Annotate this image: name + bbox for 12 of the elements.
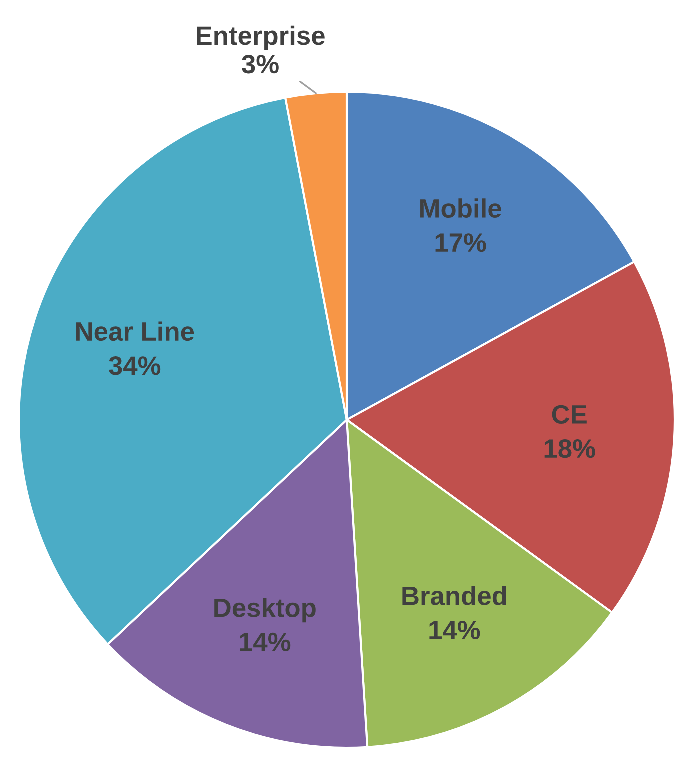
data-label: 18% xyxy=(544,439,596,458)
slice-label: Mobile xyxy=(420,198,502,218)
data-label: 14% xyxy=(430,620,480,640)
data-label: 14% xyxy=(240,632,291,652)
slice-label: Enterprise xyxy=(197,26,325,50)
data-label: 3% xyxy=(242,55,279,74)
slice-label: Desktop xyxy=(214,598,316,623)
slice-label: CE xyxy=(552,405,587,424)
data-label: 34% xyxy=(109,356,161,376)
slice-label: Branded xyxy=(402,586,506,606)
data-label: 17% xyxy=(436,234,486,252)
slice-label: Near Line xyxy=(76,322,194,342)
